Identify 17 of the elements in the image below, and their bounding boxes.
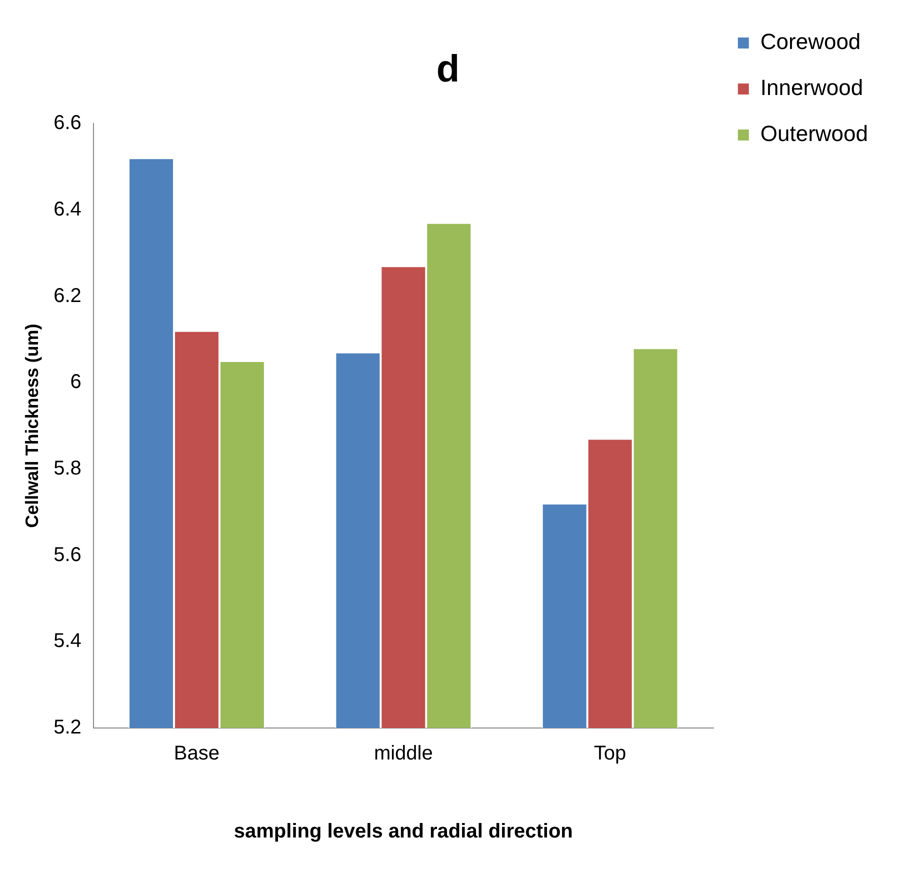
y-tick-label: 6.6 (54, 112, 82, 134)
y-tick-label: 6.4 (54, 198, 82, 220)
legend-label: Corewood (760, 29, 861, 54)
chart-title: d (436, 48, 460, 90)
x-tick-label: Base (174, 742, 220, 765)
y-tick-label: 5.4 (54, 630, 82, 652)
y-tick-label: 5.2 (54, 716, 82, 739)
x-tick-label: Top (594, 742, 626, 765)
legend-label: Innerwood (760, 75, 864, 100)
x-axis-title: sampling levels and radial direction (234, 820, 573, 843)
y-tick-label: 5.8 (54, 457, 82, 480)
x-tick-label: middle (374, 742, 433, 765)
y-axis-title: Cellwall Thickness (um) (22, 324, 42, 528)
y-tick-label: 6.2 (54, 284, 82, 307)
legend-label: Outerwood (760, 121, 868, 146)
y-tick-label: 5.6 (54, 544, 82, 566)
y-tick-label: 6 (70, 371, 82, 394)
